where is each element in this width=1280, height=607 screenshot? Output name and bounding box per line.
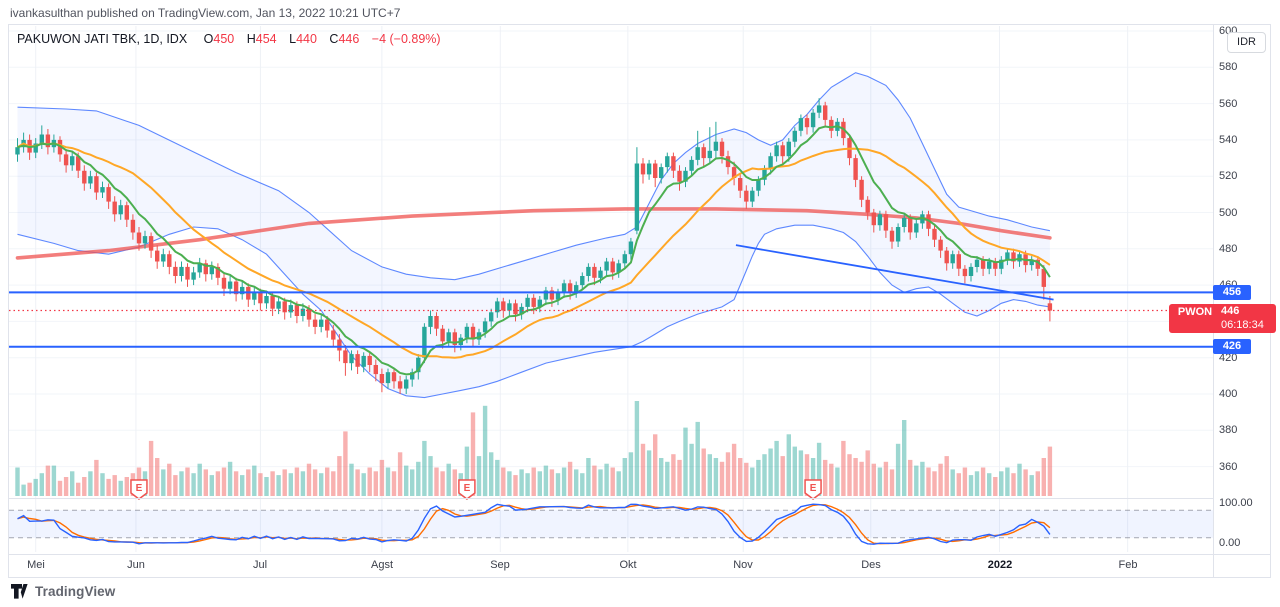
price-line-badge-426: 426 bbox=[1213, 339, 1251, 354]
legend-close-value: 446 bbox=[338, 32, 360, 46]
ma-mid-line[interactable] bbox=[16, 142, 1051, 359]
price-tick-label: 420 bbox=[1219, 352, 1238, 364]
time-tick-label: Mei bbox=[27, 559, 45, 571]
price-line-badge-456: 456 bbox=[1213, 285, 1251, 300]
price-tick-label: 500 bbox=[1219, 207, 1238, 219]
trendline[interactable] bbox=[735, 244, 1054, 301]
ma-fast-line[interactable] bbox=[17, 125, 1051, 376]
tradingview-logo[interactable] bbox=[10, 583, 29, 600]
time-tick-label: Sep bbox=[490, 559, 510, 571]
price-tick-label: 380 bbox=[1219, 424, 1238, 436]
time-tick-label: Nov bbox=[733, 559, 753, 571]
last-price-badge: PWON 446 06:18:34 bbox=[1169, 304, 1276, 333]
earnings-marker[interactable]: E bbox=[458, 479, 476, 500]
price-tick-label: 360 bbox=[1219, 461, 1238, 473]
time-tick-label: Feb bbox=[1118, 559, 1138, 571]
last-price-symbol: PWON bbox=[1177, 306, 1213, 318]
candles-series[interactable] bbox=[15, 98, 1053, 394]
svg-text:E: E bbox=[810, 483, 817, 494]
indicator-tick-label: 0.00 bbox=[1219, 537, 1241, 549]
price-tick-label: 520 bbox=[1219, 170, 1238, 182]
earnings-marker[interactable]: E bbox=[130, 479, 148, 500]
time-tick-label: Jun bbox=[127, 559, 145, 571]
price-tick-label: 540 bbox=[1219, 134, 1238, 146]
legend-change: −4 (−0.89%) bbox=[371, 32, 441, 46]
currency-button[interactable]: IDR bbox=[1227, 32, 1266, 53]
volume-series[interactable] bbox=[15, 401, 1053, 497]
stochastic-indicator[interactable] bbox=[17, 503, 1051, 545]
chart-canvas[interactable]: E E E bbox=[9, 25, 1270, 577]
legend-high-value: 454 bbox=[255, 32, 277, 46]
legend-open-value: 450 bbox=[213, 32, 235, 46]
footer: TradingView bbox=[10, 583, 115, 600]
svg-text:E: E bbox=[136, 483, 143, 494]
time-tick-label: Jul bbox=[252, 559, 268, 571]
price-tick-label: 400 bbox=[1219, 388, 1238, 400]
legend-symbol[interactable]: PAKUWON JATI TBK, 1D, IDX bbox=[17, 32, 188, 46]
svg-text:E: E bbox=[464, 483, 471, 494]
earnings-marker[interactable]: E bbox=[804, 479, 822, 500]
price-tick-label: 480 bbox=[1219, 243, 1238, 255]
time-tick-label: Agst bbox=[370, 559, 393, 571]
price-tick-label: 580 bbox=[1219, 61, 1238, 73]
legend-close-label: C bbox=[329, 32, 339, 46]
last-price-value: 446 bbox=[1221, 305, 1240, 317]
indicator-tick-label: 100.00 bbox=[1219, 497, 1253, 509]
symbol-legend[interactable]: PAKUWON JATI TBK, 1D, IDX O450 H454 L440… bbox=[17, 32, 441, 46]
bar-countdown: 06:18:34 bbox=[1221, 318, 1264, 331]
chart-card: E E E PAKUWON JATI TBK, 1D, IDX O450 H45… bbox=[8, 24, 1276, 578]
legend-open-label: O bbox=[203, 32, 214, 46]
time-tick-label: Des bbox=[861, 559, 881, 571]
legend-low-value: 440 bbox=[296, 32, 317, 46]
brand-name: TradingView bbox=[35, 584, 116, 599]
publish-header: ivankasulthan published on TradingView.c… bbox=[10, 6, 401, 20]
legend-low-label: L bbox=[289, 32, 297, 46]
time-tick-label: Okt bbox=[619, 559, 637, 571]
price-tick-label: 560 bbox=[1219, 98, 1238, 110]
time-tick-label: 2022 bbox=[987, 559, 1013, 571]
legend-high-label: H bbox=[246, 32, 256, 46]
